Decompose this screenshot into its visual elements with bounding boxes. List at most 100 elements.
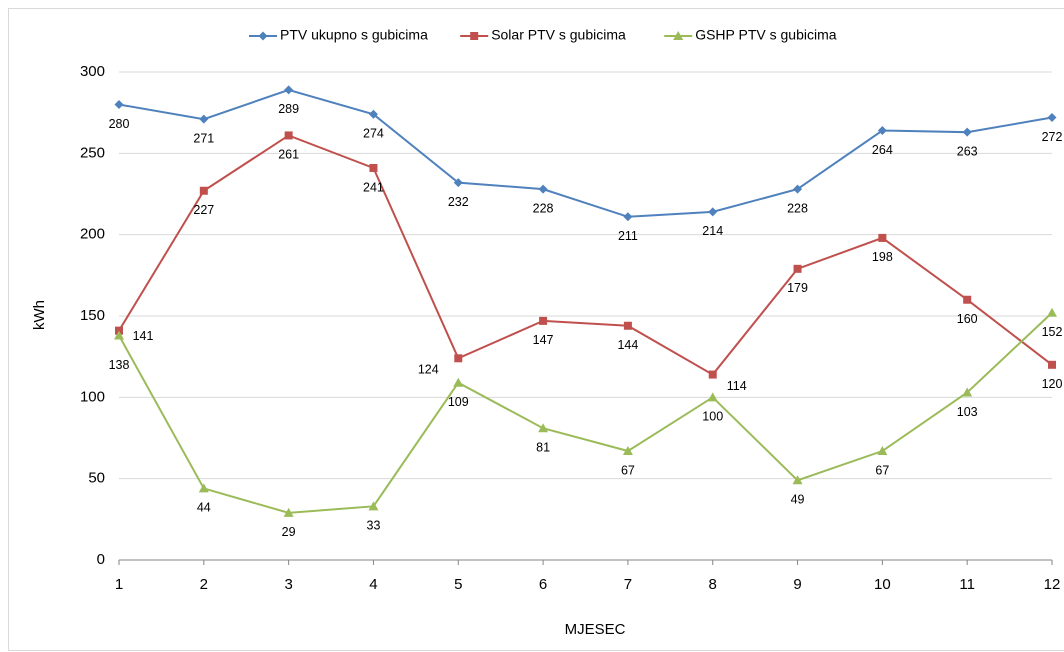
data-label: 152 [1042,325,1063,339]
data-label: 214 [702,224,723,238]
data-label: 160 [957,312,978,326]
data-point [707,392,718,402]
data-point [792,475,803,485]
data-point [454,354,463,363]
data-label: 261 [278,148,299,162]
data-point [962,387,973,397]
data-point [538,184,548,194]
x-tick-label: 8 [709,576,717,593]
data-label: 263 [957,144,978,158]
data-label: 141 [133,329,154,343]
legend-label: PTV ukupno s gubicima [280,27,428,43]
data-label: 114 [727,379,747,393]
data-label: 67 [875,463,889,477]
data-point [368,501,379,511]
data-label: 271 [193,131,214,145]
data-point [793,184,803,194]
legend-marker [470,32,479,40]
data-label: 211 [618,229,638,243]
x-tick-label: 9 [793,576,801,593]
x-tick-label: 7 [624,576,632,593]
data-point [793,264,802,273]
data-point [1047,113,1057,123]
data-point [283,507,294,517]
data-label: 100 [702,410,723,424]
legend-marker [258,31,268,41]
data-label: 228 [787,201,808,215]
data-label: 67 [621,463,635,477]
data-point [622,446,633,456]
data-label: 103 [957,405,978,419]
data-label: 232 [448,195,469,209]
data-label: 33 [367,519,381,533]
data-label: 274 [363,127,384,141]
data-label: 179 [787,281,808,295]
x-tick-label: 10 [874,576,891,593]
y-axis-label: kWh [31,300,48,330]
legend-label: Solar PTV s gubicima [491,27,626,43]
y-tick-label: 250 [80,144,105,161]
data-point [708,207,718,217]
legend-marker [673,31,684,40]
data-point [284,85,294,95]
data-point [708,370,717,379]
data-point [623,321,632,330]
series-line [118,312,1053,514]
data-label: 289 [278,102,299,116]
x-tick-label: 4 [369,576,377,593]
data-label: 280 [109,117,130,131]
data-label: 120 [1042,377,1063,391]
data-label: 44 [197,501,211,515]
data-point [963,295,972,304]
data-point [878,233,887,242]
data-point [623,212,633,222]
x-tick-label: 1 [115,576,123,593]
data-point [114,330,124,340]
data-point [1047,307,1057,317]
data-label: 109 [448,395,469,409]
data-point [369,163,378,172]
data-label: 272 [1042,130,1063,144]
data-label: 144 [617,338,638,352]
x-tick-label: 2 [200,576,208,593]
data-label: 227 [193,203,214,217]
data-label: 264 [872,143,893,157]
data-point [962,127,972,137]
chart-border [8,8,1064,651]
legend-label: GSHP PTV s gubicima [695,27,837,43]
data-point [198,483,209,493]
series-line [118,88,1053,218]
data-label: 138 [109,358,130,372]
x-tick-label: 6 [539,576,547,593]
data-point [199,114,209,124]
data-label: 147 [533,333,554,347]
data-point [877,126,887,136]
data-label: 49 [791,493,805,507]
y-tick-label: 50 [88,470,105,487]
y-tick-label: 200 [80,226,105,243]
y-tick-label: 300 [80,63,105,80]
data-point [114,100,124,110]
data-point [199,186,208,195]
data-label: 124 [418,363,439,377]
data-point [877,446,888,456]
series-line [118,134,1053,376]
data-label: 228 [533,201,554,215]
y-tick-label: 100 [80,388,105,405]
data-label: 81 [536,441,550,455]
data-point [1048,360,1056,369]
data-point [453,377,464,387]
y-tick-label: 150 [80,307,105,324]
data-label: 29 [282,525,296,539]
data-point [539,316,548,325]
data-point [368,109,378,119]
y-tick-label: 0 [97,551,105,568]
data-point [284,131,293,140]
data-point [453,178,463,188]
x-tick-label: 5 [454,576,462,593]
x-tick-label: 3 [284,576,292,593]
data-label: 198 [872,250,893,264]
data-point [538,423,549,433]
x-tick-label: 11 [959,576,975,593]
